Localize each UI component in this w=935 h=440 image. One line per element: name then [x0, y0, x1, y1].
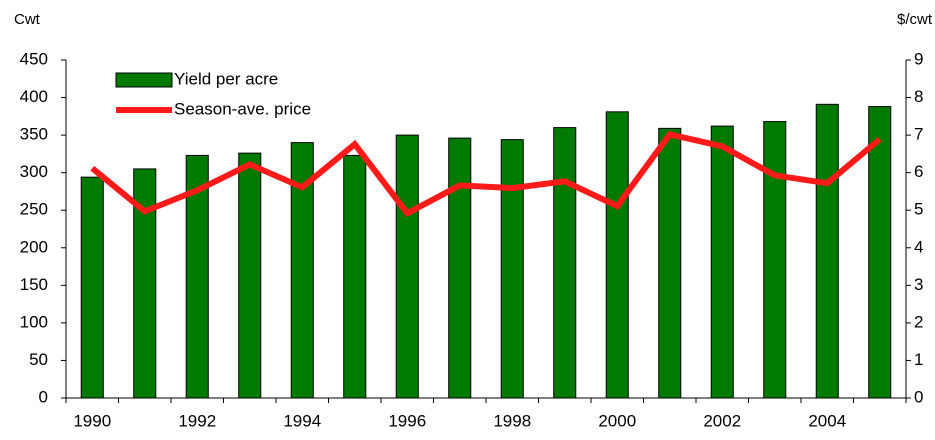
x-tick-label: 1992: [178, 411, 216, 430]
y-axis-label: Cwt: [14, 11, 41, 28]
x-tick-label: 1990: [73, 411, 111, 430]
y2-tick-label: 0: [914, 387, 923, 406]
x-tick-label: 1994: [283, 411, 321, 430]
bar: [868, 106, 892, 399]
legend-swatch: [115, 72, 173, 88]
bar: [185, 154, 209, 399]
bar: [815, 103, 839, 399]
legend-label: Season-ave. price: [174, 99, 311, 118]
y2-tick-label: 1: [914, 350, 923, 369]
bar: [763, 121, 787, 399]
x-tick-label: 1998: [493, 411, 531, 430]
y-tick-label: 300: [20, 162, 48, 181]
x-tick-label: 2000: [598, 411, 636, 430]
y2-tick-label: 9: [914, 49, 923, 68]
y2-axis-label: $/cwt: [897, 11, 933, 28]
y2-tick-label: 2: [914, 312, 923, 331]
bar: [553, 127, 577, 399]
y-tick-label: 200: [20, 237, 48, 256]
bar: [238, 152, 262, 399]
y2-tick-label: 8: [914, 87, 923, 106]
y-tick-label: 150: [20, 275, 48, 294]
y2-tick-label: 4: [914, 237, 923, 256]
x-tick-label: 2004: [808, 411, 846, 430]
bar: [343, 154, 367, 399]
y-tick-label: 100: [20, 312, 48, 331]
x-tick-label: 2002: [703, 411, 741, 430]
y-tick-label: 50: [29, 350, 48, 369]
y-tick-label: 0: [39, 387, 48, 406]
y-tick-label: 450: [20, 49, 48, 68]
bar: [500, 139, 524, 399]
bar: [658, 127, 682, 399]
bar: [133, 168, 157, 399]
y-tick-label: 400: [20, 87, 48, 106]
line: [90, 130, 882, 218]
y2-tick-label: 7: [914, 125, 923, 144]
bar: [395, 134, 419, 399]
bar: [448, 137, 472, 399]
y-tick-label: 350: [20, 125, 48, 144]
y2-tick-label: 6: [914, 162, 923, 181]
y2-tick-label: 3: [914, 275, 923, 294]
x-tick-label: 1996: [388, 411, 426, 430]
y2-tick-label: 5: [914, 200, 923, 219]
bar: [710, 125, 734, 399]
y-tick-label: 250: [20, 200, 48, 219]
bar: [290, 142, 314, 399]
legend-label: Yield per acre: [174, 69, 278, 88]
bar: [605, 111, 629, 399]
bar: [80, 176, 104, 399]
